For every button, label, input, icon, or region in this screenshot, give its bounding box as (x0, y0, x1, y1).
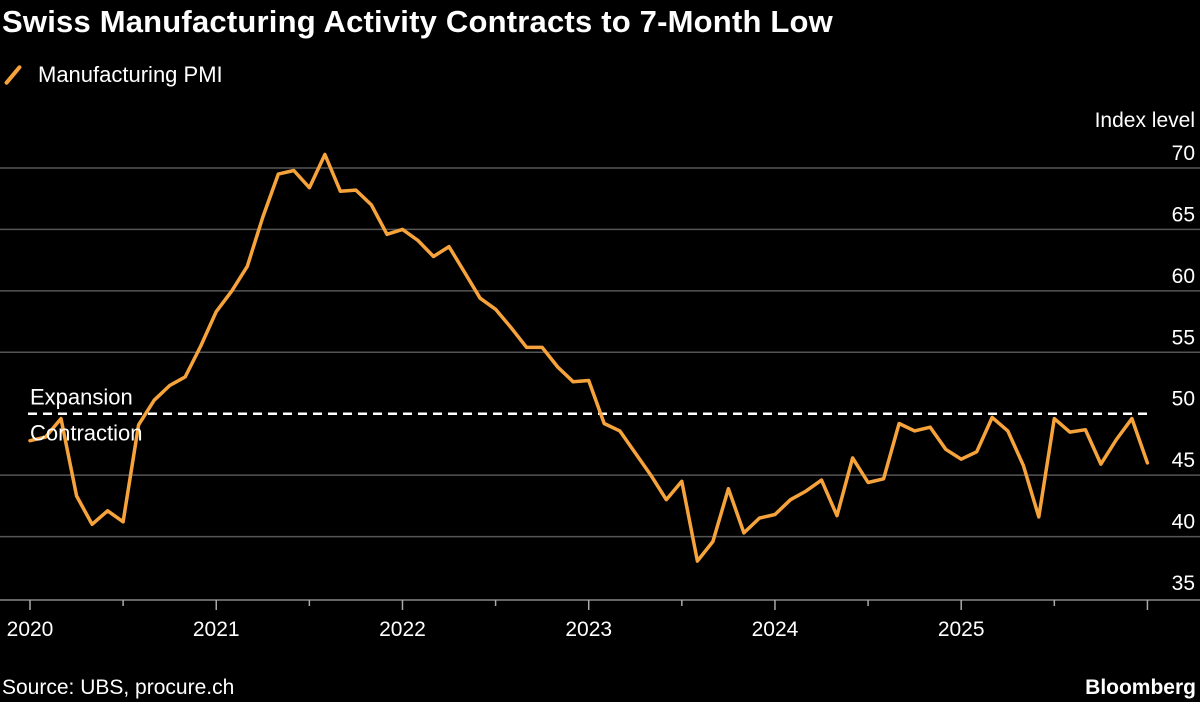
chart-title: Swiss Manufacturing Activity Contracts t… (2, 4, 833, 39)
y-tick-label: 40 (1172, 511, 1195, 534)
y-tick-label: 60 (1172, 265, 1195, 288)
x-tick-label: 2022 (379, 618, 426, 641)
x-tick-label: 2023 (565, 618, 612, 641)
brand-logo: Bloomberg (1085, 676, 1196, 699)
y-tick-label: 45 (1172, 449, 1195, 472)
y-tick-label: 35 (1172, 572, 1195, 595)
x-tick-label: 2024 (752, 618, 799, 641)
y-tick-label: 50 (1172, 388, 1195, 411)
x-tick-label: 2025 (938, 618, 985, 641)
y-axis-label: Index level (1095, 109, 1195, 132)
x-tick-label: 2021 (193, 618, 240, 641)
legend-label: Manufacturing PMI (38, 62, 223, 87)
x-tick-label: 2020 (7, 618, 54, 641)
legend: Manufacturing PMI (4, 62, 223, 88)
expansion-label: Expansion (30, 385, 133, 410)
y-tick-label: 65 (1172, 203, 1195, 226)
y-tick-label: 70 (1172, 142, 1195, 165)
y-tick-label: 55 (1172, 326, 1195, 349)
source-note: Source: UBS, procure.ch (2, 676, 235, 699)
series-line-manufacturing-pmi (28, 152, 1150, 563)
contraction-label: Contraction (30, 421, 143, 446)
